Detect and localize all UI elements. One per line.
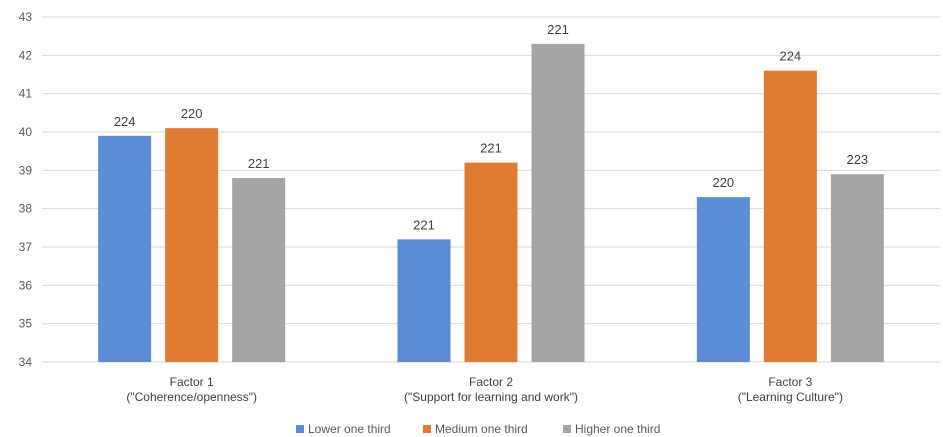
legend-item: Higher one third — [563, 422, 660, 436]
bars — [98, 43, 884, 363]
legend-item: Lower one third — [296, 422, 391, 436]
y-axis: 34 35 36 37 38 39 40 41 42 43 — [19, 10, 33, 369]
x-axis: Factor 1("Coherence/openness")Factor 2("… — [126, 375, 843, 404]
data-label: 221 — [248, 156, 270, 171]
bar — [98, 135, 152, 362]
y-tick-label: 35 — [19, 317, 33, 331]
data-label: 224 — [779, 49, 801, 64]
x-category-label: Factor 3 — [768, 375, 812, 389]
x-category-label: ("Learning Culture") — [738, 390, 843, 404]
y-tick-label: 40 — [19, 125, 33, 139]
bar — [763, 70, 817, 363]
y-tick-label: 43 — [19, 10, 33, 24]
data-labels: 224 220 221 221 221 221 220 224 223 — [114, 22, 868, 232]
legend-label: Higher one third — [575, 422, 660, 436]
bar — [232, 178, 286, 362]
bar — [165, 128, 219, 362]
data-label: 221 — [480, 141, 502, 156]
data-label: 220 — [181, 106, 203, 121]
bar — [696, 197, 750, 362]
y-tick-label: 39 — [19, 163, 33, 177]
y-tick-label: 36 — [19, 278, 33, 292]
legend: Lower one third Medium one third Higher on… — [296, 422, 660, 436]
legend-swatch — [563, 425, 571, 433]
bar — [830, 174, 884, 362]
y-tick-label: 41 — [19, 87, 33, 101]
bar — [464, 162, 518, 362]
y-tick-label: 38 — [19, 202, 33, 216]
data-label: 223 — [846, 152, 868, 167]
data-label: 221 — [413, 217, 435, 232]
y-tick-label: 34 — [19, 355, 33, 369]
legend-label: Lower one third — [308, 422, 391, 436]
y-tick-label: 37 — [19, 240, 33, 254]
y-tick-label: 42 — [19, 48, 33, 62]
data-label: 221 — [547, 22, 569, 37]
legend-label: Medium one third — [435, 422, 528, 436]
data-label: 220 — [712, 175, 734, 190]
x-category-label: Factor 1 — [170, 375, 214, 389]
x-category-label: Factor 2 — [469, 375, 513, 389]
legend-item: Medium one third — [423, 422, 528, 436]
legend-swatch — [423, 425, 431, 433]
x-category-label: ("Support for learning and work") — [404, 390, 578, 404]
bar — [397, 239, 451, 362]
data-label: 224 — [114, 114, 136, 129]
x-category-label: ("Coherence/openness") — [126, 390, 257, 404]
legend-swatch — [296, 425, 304, 433]
bar — [531, 43, 585, 362]
